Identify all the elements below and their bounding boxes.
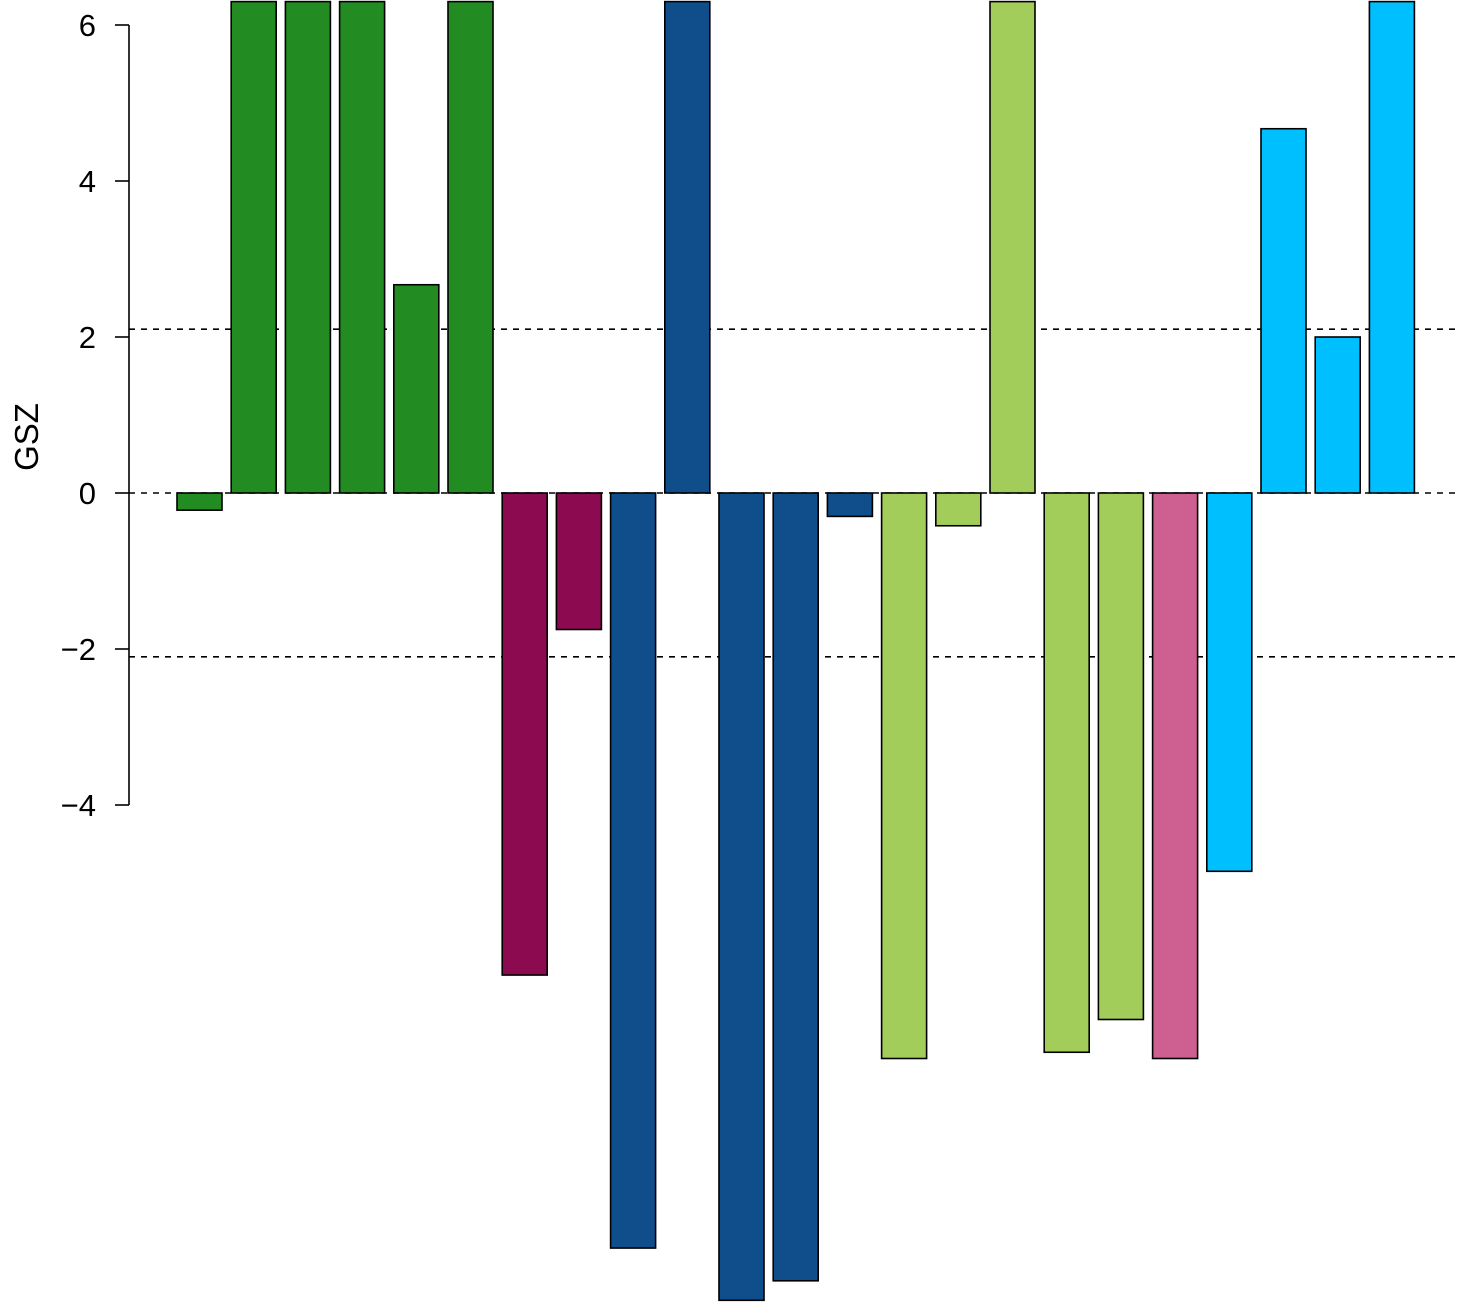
bar-15: [934, 492, 982, 527]
bar-11: [718, 492, 765, 1302]
y-axis-title: GSZ: [8, 403, 45, 471]
bar-7: [501, 492, 549, 976]
y-tick-label-5: 6: [79, 8, 96, 43]
bar-20: [1206, 492, 1253, 873]
bar-3: [284, 0, 332, 494]
bar-14: [880, 492, 928, 1060]
bar-19: [1151, 492, 1199, 1060]
bar-13: [826, 492, 874, 518]
y-axis: −4 −2 0 2 4 6: [61, 8, 130, 823]
bar-1: [176, 492, 223, 511]
bars: [176, 0, 1416, 1302]
bar-17: [1043, 492, 1090, 1054]
bar-8: [555, 492, 603, 631]
bar-2: [230, 0, 277, 494]
bar-16: [989, 0, 1036, 494]
y-tick-label-2: 0: [79, 476, 96, 511]
bar-9: [609, 492, 657, 1249]
bar-10: [663, 0, 711, 494]
y-tick-label-1: −2: [61, 632, 96, 667]
bar-21: [1260, 127, 1307, 494]
bar-23: [1368, 0, 1416, 494]
bar-18: [1097, 492, 1145, 1021]
y-tick-label-3: 2: [79, 320, 96, 355]
bar-12: [772, 492, 820, 1282]
bar-4: [338, 0, 386, 494]
bar-6: [447, 0, 494, 494]
bar-22: [1314, 336, 1361, 494]
bar-5: [392, 283, 440, 494]
y-tick-label-4: 4: [79, 164, 96, 199]
y-tick-label-0: −4: [61, 788, 96, 823]
